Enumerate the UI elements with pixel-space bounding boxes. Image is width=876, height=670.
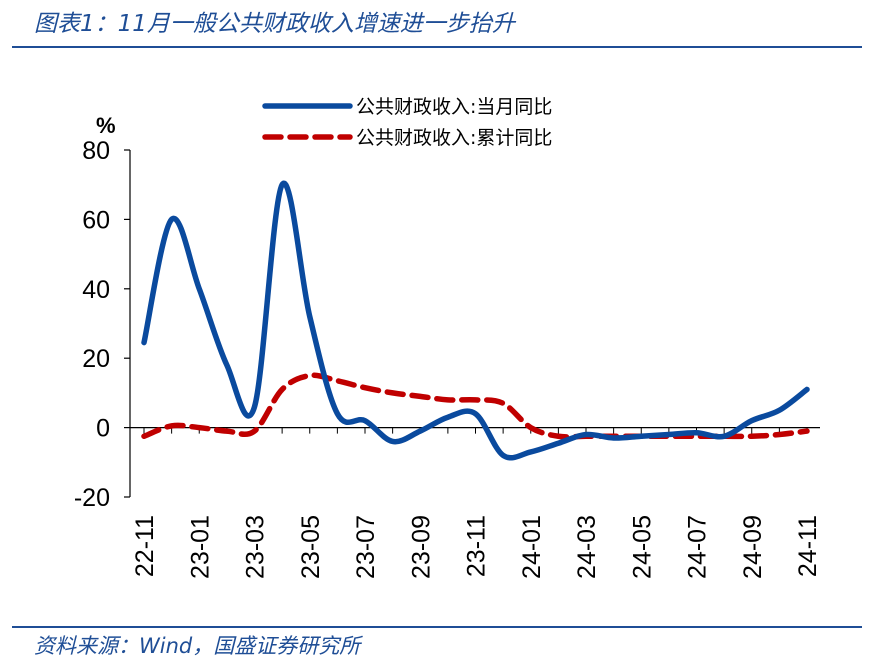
y-tick-label: 20 (82, 345, 110, 373)
x-tick-label: 24-05 (628, 515, 656, 579)
source-note: 资料来源：Wind，国盛证券研究所 (34, 634, 361, 658)
figure-title: 图表1：11月一般公共财政收入增速进一步抬升 (34, 11, 515, 37)
y-unit-label: % (96, 113, 116, 138)
x-tick-label: 23-11 (463, 515, 491, 577)
x-tick-label: 24-11 (794, 515, 822, 577)
x-tick-label: 23-07 (352, 515, 380, 579)
x-tick-label: 22-11 (131, 515, 159, 577)
y-tick-label: 60 (82, 206, 110, 234)
line-chart: -20 0 20 40 60 80% 22-11 23-01 23-03 23-05 23-07 23… (74, 96, 822, 579)
y-tick-label: 80 (82, 137, 110, 165)
chart-axes: -20 0 20 40 60 80% 22-11 23-01 23-03 23-05 23-07 23… (74, 113, 822, 579)
x-tick-label: 23-01 (186, 515, 214, 579)
x-tick-label: 24-03 (573, 515, 601, 579)
x-tick-label: 23-03 (242, 515, 270, 579)
x-tick-label: 23-09 (407, 515, 435, 579)
y-tick-label: 0 (96, 415, 110, 443)
top-divider (12, 46, 862, 48)
x-tick-label: 23-05 (297, 515, 325, 579)
y-tick-label: -20 (74, 484, 110, 512)
bottom-divider (12, 626, 862, 628)
series-layer (141, 180, 810, 461)
series-line-monthly (141, 180, 810, 461)
legend-label: 公共财政收入:累计同比 (356, 127, 552, 149)
x-tick-label: 24-07 (684, 515, 712, 579)
x-tick-label: 24-09 (739, 515, 767, 579)
series-line-cumulative (141, 372, 810, 440)
legend-label: 公共财政收入:当月同比 (356, 96, 552, 118)
x-tick-label: 24-01 (518, 515, 546, 579)
y-tick-label: 40 (82, 276, 110, 304)
